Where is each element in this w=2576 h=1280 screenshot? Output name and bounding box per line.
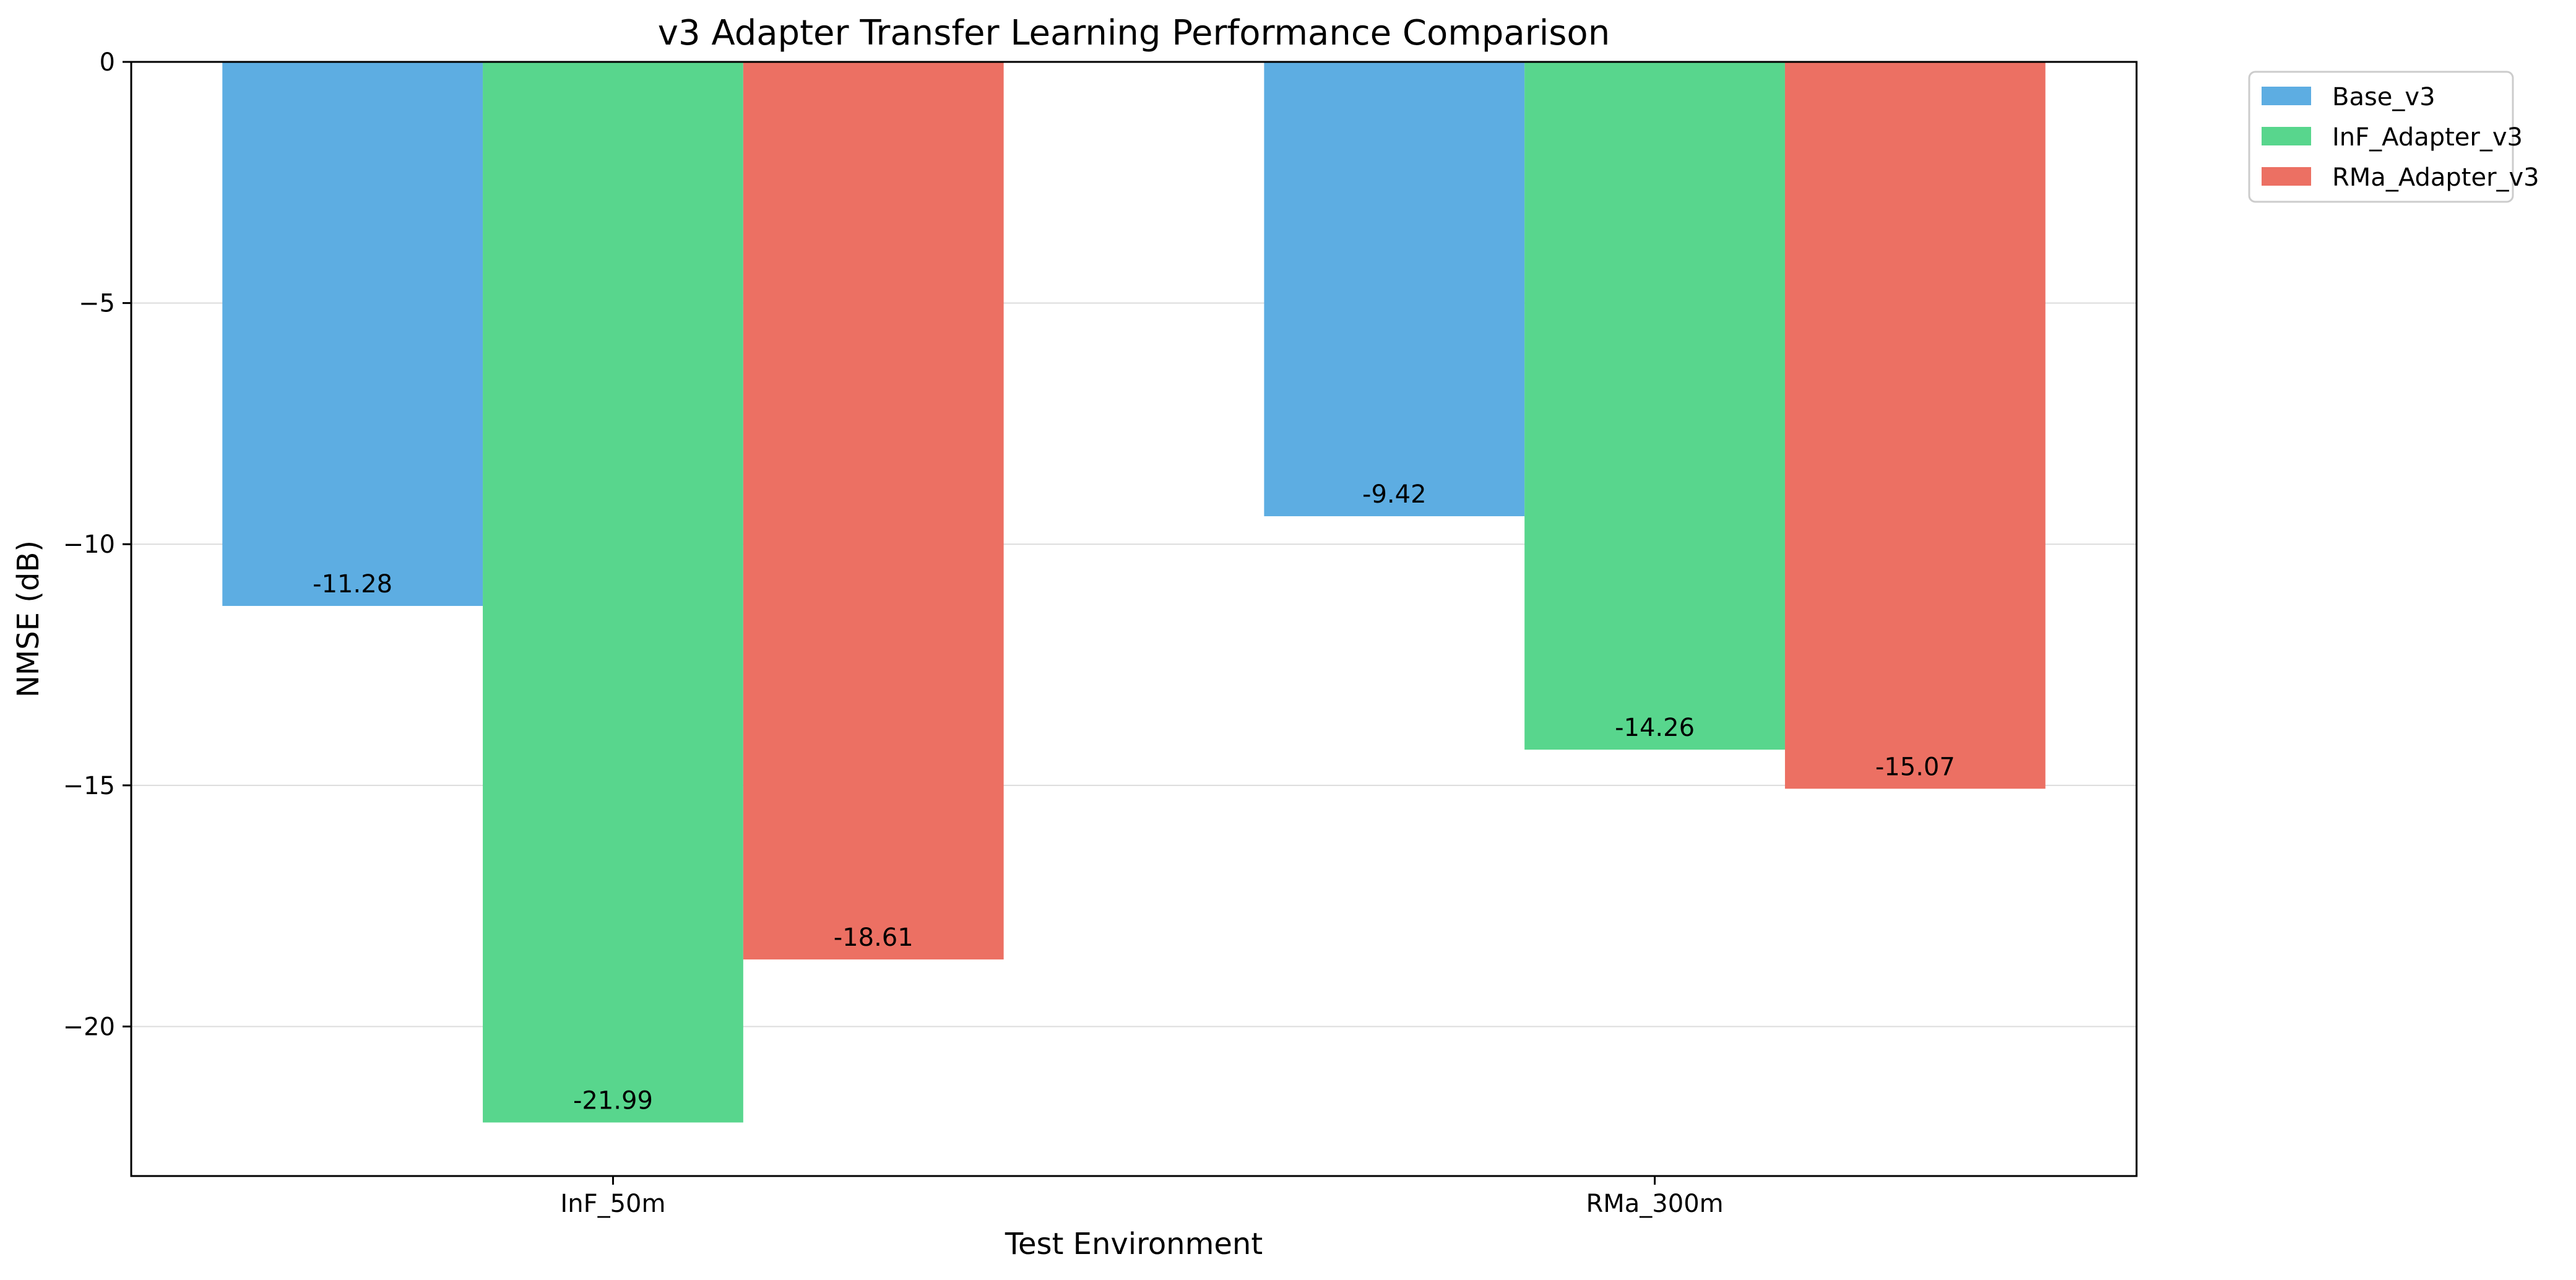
chart-title: v3 Adapter Transfer Learning Performance… <box>658 13 1610 53</box>
bar-value-label: -11.28 <box>313 570 392 599</box>
data-labels: -11.28 -21.99 -18.61 -9.42 -14.26 -15.07 <box>313 480 1955 1115</box>
y-tick-label: −5 <box>79 290 115 318</box>
legend-label-inf-adapter-v3: InF_Adapter_v3 <box>2332 123 2523 152</box>
legend-label-rma-adapter-v3: RMa_Adapter_v3 <box>2332 163 2539 192</box>
x-axis-title: Test Environment <box>1005 1227 1263 1261</box>
bar-value-label: -15.07 <box>1875 753 1955 781</box>
bar-value-label: -14.26 <box>1615 714 1695 742</box>
y-tick-label: −15 <box>63 772 115 800</box>
legend-swatch-rma-adapter-v3 <box>2262 167 2311 186</box>
plot-area-frame <box>130 61 2138 1177</box>
legend-label-base-v3: Base_v3 <box>2332 83 2436 111</box>
bar-base-v3-rma-300m <box>1264 62 1525 517</box>
legend-frame <box>2248 71 2514 203</box>
y-axis-title: NMSE (dB) <box>11 540 46 698</box>
bar-value-label: -9.42 <box>1362 480 1427 509</box>
bar-inf-adapter-v3-rma-300m <box>1524 62 1785 750</box>
x-tick-label: RMa_300m <box>1586 1190 1723 1218</box>
legend-swatch-inf-adapter-v3 <box>2262 127 2311 145</box>
x-tick-label: InF_50m <box>560 1190 665 1218</box>
legend: Base_v3 InF_Adapter_v3 RMa_Adapter_v3 <box>2248 71 2539 203</box>
y-tick-label: 0 <box>100 48 115 77</box>
x-axis: InF_50m RMa_300m <box>560 1176 1724 1218</box>
y-axis: 0 −5 −10 −15 −20 <box>63 48 131 1041</box>
bar-rma-adapter-v3-inf-50m <box>743 62 1004 960</box>
bar-value-label: -21.99 <box>573 1087 653 1115</box>
bar-base-v3-inf-50m <box>222 62 483 606</box>
y-tick-label: −20 <box>63 1013 115 1041</box>
legend-swatch-base-v3 <box>2262 87 2311 105</box>
y-tick-label: −10 <box>63 530 115 559</box>
bars <box>222 62 2046 1123</box>
bar-value-label: -18.61 <box>834 923 914 952</box>
bar-inf-adapter-v3-inf-50m <box>483 62 743 1123</box>
bar-rma-adapter-v3-rma-300m <box>1784 62 2046 789</box>
